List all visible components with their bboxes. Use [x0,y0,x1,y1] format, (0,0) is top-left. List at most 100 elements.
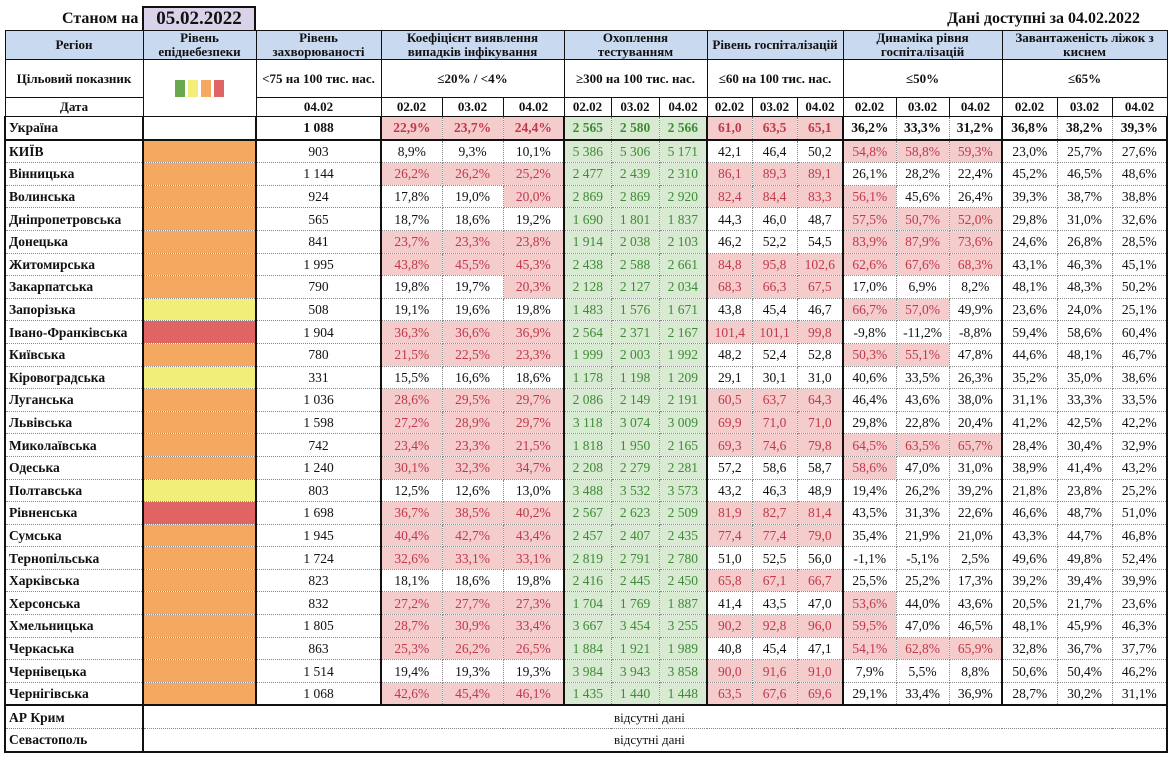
testing-value: 2 509 [658,501,708,525]
detection-value: 8,9% [380,139,443,164]
detection-value: 46,1% [502,681,565,707]
target-label: Цільовий показник [4,59,144,98]
hosp-value: 77,4 [706,523,753,548]
hosp-value: 60,5 [706,388,753,412]
detection-value: 40,4% [380,523,443,548]
testing-value: 1 704 [563,591,612,616]
detection-value: 29,7% [502,410,565,435]
testing-value: 2 588 [610,252,660,277]
incidence-value: 832 [255,591,382,616]
hosp-value: 89,1 [796,162,844,186]
detection-value: 18,6% [502,365,565,390]
danger-level-cell [142,636,257,661]
hosp-value: 79,0 [796,523,844,548]
testing-value: 1 992 [658,342,708,367]
dynamics-value: 52,0% [948,207,1003,231]
hosp-value: 46,2 [706,229,753,254]
detection-value: 15,5% [380,365,443,390]
dynamics-value: 2,5% [948,546,1003,570]
testing-value: 1 818 [563,433,612,457]
hosp-value: 91,0 [796,659,844,683]
table-row: Чернівецька 1 514 19,4% 19,3% 19,3% 3 984 3 94… [4,659,1169,683]
beds-value: 52,4% [1111,546,1169,570]
hosp-value: 43,2 [706,478,753,503]
col-level: Рівень епіднебезпеки [142,30,257,60]
beds-value: 20,5% [1001,591,1058,616]
danger-level-cell [142,162,257,186]
beds-value: 39,3% [1111,115,1169,141]
dynamics-value: 50,7% [895,207,950,231]
dynamics-value: 25,5% [842,568,897,593]
testing-value: 2 566 [658,115,708,141]
testing-value: 2 416 [563,568,612,593]
testing-value: 1 884 [563,636,612,661]
dynamics-value: 62,8% [895,636,950,661]
dynamics-value: 26,2% [895,478,950,503]
no-data-note: відсутні дані [142,728,1169,753]
dynamics-value: 67,6% [895,252,950,277]
testing-value: 2 567 [563,501,612,525]
table-row: Одеська 1 240 30,1% 32,3% 34,7% 2 208 2 279 2 2… [4,455,1169,480]
detection-value: 12,6% [441,478,504,503]
beds-value: 33,3% [1056,388,1113,412]
danger-level-cell [142,410,257,435]
hosp-value: 58,7 [796,455,844,480]
hosp-value: 40,8 [706,636,753,661]
date-cell: 03.02 [751,97,798,117]
hosp-value: 102,6 [796,252,844,277]
table-row: КИЇВ 903 8,9% 9,3% 10,1% 5 386 5 306 5 171 42,1 4… [4,139,1169,164]
beds-value: 28,4% [1001,433,1058,457]
date-cell: 02.02 [563,97,612,117]
beds-value: 30,2% [1056,681,1113,707]
dynamics-value: 5,5% [895,659,950,683]
hosp-value: 44,3 [706,207,753,231]
detection-value: 21,5% [502,433,565,457]
testing-value: 2 439 [610,162,660,186]
detection-value: 45,3% [502,252,565,277]
available-date: 04.02.2022 [1068,10,1140,27]
testing-value: 2 407 [610,523,660,548]
incidence-value: 1 068 [255,681,382,707]
detection-value: 23,3% [441,433,504,457]
hosp-value: 63,5 [751,115,798,141]
detection-value: 23,7% [441,115,504,141]
detection-value: 19,6% [441,297,504,322]
dynamics-value: 33,5% [895,365,950,390]
beds-value: 48,1% [1001,275,1058,299]
dynamics-value: 25,2% [895,568,950,593]
testing-value: 2 003 [610,342,660,367]
dynamics-value: 62,6% [842,252,897,277]
table-row: Закарпатська 790 19,8% 19,7% 20,3% 2 128 2 127… [4,275,1169,299]
hosp-value: 43,8 [706,297,753,322]
hosp-value: 52,4 [751,342,798,367]
dynamics-value: 66,7% [842,297,897,322]
testing-value: 2 477 [563,162,612,186]
date-cell: 02.02 [1001,97,1058,117]
beds-value: 28,5% [1111,229,1169,254]
testing-value: 2 149 [610,388,660,412]
danger-level-cell [142,455,257,480]
danger-level-cell [142,139,257,164]
no-data-row: АР Крим відсутні дані [4,704,1169,730]
testing-value: 1 435 [563,681,612,707]
incidence-value: 1 995 [255,252,382,277]
beds-value: 32,6% [1111,207,1169,231]
table-row: Луганська 1 036 28,6% 29,5% 29,7% 2 086 2 149 2… [4,388,1169,412]
detection-value: 38,5% [441,501,504,525]
beds-value: 38,2% [1056,115,1113,141]
testing-value: 5 171 [658,139,708,164]
detection-value: 33,1% [502,546,565,570]
beds-value: 50,2% [1111,275,1169,299]
testing-value: 2 281 [658,455,708,480]
dynamics-value: 33,3% [895,115,950,141]
hosp-value: 43,5 [751,591,798,616]
dynamics-value: 31,3% [895,501,950,525]
hosp-value: 42,1 [706,139,753,164]
target-testing: ≥300 на 100 тис. нас. [563,59,708,98]
danger-level-cell [142,681,257,707]
beds-value: 46,2% [1111,659,1169,683]
incidence-value: 1 724 [255,546,382,570]
table-row: Донецька 841 23,7% 23,3% 23,8% 1 914 2 038 2 10… [4,229,1169,254]
beds-value: 43,1% [1001,252,1058,277]
beds-value: 23,6% [1111,591,1169,616]
